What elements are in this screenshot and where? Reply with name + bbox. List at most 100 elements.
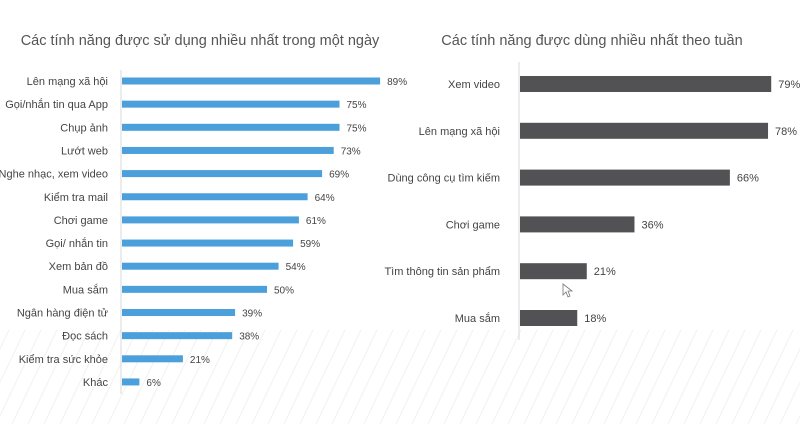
category-label: Nghe nhạc, xem video (0, 169, 108, 181)
background-stripe (43, 329, 90, 424)
value-label: 21% (594, 266, 616, 278)
category-label: Đọc sách (62, 331, 108, 343)
bar (520, 169, 730, 186)
background-stripe (475, 329, 522, 424)
value-label: 59% (300, 239, 320, 250)
background-stripe (667, 329, 714, 424)
background-stripe (651, 329, 698, 424)
bar (122, 77, 381, 85)
bar (122, 123, 340, 131)
background-stripes (0, 329, 800, 424)
category-label: Kiểm tra mail (44, 192, 108, 204)
category-label: Xem video (448, 79, 500, 91)
value-label: 36% (641, 219, 663, 231)
category-label: Lên mạng xã hội (27, 76, 108, 88)
background-stripe (747, 329, 794, 424)
background-stripe (587, 329, 634, 424)
background-stripe (699, 329, 746, 424)
value-label: 78% (775, 126, 797, 138)
background-stripe (0, 329, 42, 417)
category-label: Tìm thông tin sản phẩm (384, 266, 500, 278)
background-stripe (123, 329, 170, 424)
category-label: Chụp ảnh (60, 122, 108, 134)
bar (122, 216, 299, 224)
background-stripe (443, 329, 490, 424)
category-label: Chơi game (446, 219, 500, 231)
value-label: 64% (315, 193, 335, 204)
category-label: Mua sắm (63, 283, 108, 296)
category-label: Lên mạng xã hội (419, 126, 500, 138)
bar (122, 285, 267, 293)
category-label: Ngân hàng điện tử (17, 308, 109, 320)
bar (122, 100, 340, 108)
background-stripe (795, 414, 800, 424)
background-stripe (235, 329, 282, 424)
bar (122, 239, 294, 247)
category-label: Gọi/ nhắn tin (46, 237, 108, 250)
bar (122, 309, 236, 316)
value-label: 73% (341, 146, 361, 157)
value-label: 61% (306, 216, 326, 227)
bar (520, 122, 769, 139)
background-stripe (683, 329, 730, 424)
chart-weekly: Các tính năng được dùng nhiều nhất theo … (384, 33, 800, 340)
bar (520, 310, 578, 326)
category-label: Khác (83, 377, 109, 389)
background-stripe (203, 329, 250, 424)
value-label: 89% (387, 77, 407, 88)
value-label: 38% (239, 332, 259, 343)
chart-title-weekly: Các tính năng được dùng nhiều nhất theo … (441, 33, 742, 49)
background-stripe (603, 329, 650, 424)
background-stripe (91, 329, 138, 424)
background-stripe (731, 329, 778, 424)
bar (122, 355, 183, 363)
value-label: 6% (146, 378, 161, 389)
background-stripe (363, 329, 410, 424)
background-stripe (331, 329, 378, 424)
background-stripe (395, 329, 442, 424)
background-stripe (299, 329, 346, 424)
background-stripe (75, 329, 122, 424)
value-label: 39% (242, 309, 262, 320)
category-label: Chơi game (54, 215, 108, 227)
bar (122, 146, 334, 154)
value-label: 18% (584, 313, 606, 325)
bar (520, 263, 587, 280)
background-stripe (427, 329, 474, 424)
background-stripe (539, 329, 586, 424)
background-stripe (491, 329, 538, 424)
bar (122, 262, 279, 270)
value-label: 54% (286, 262, 306, 273)
background-stripe (267, 329, 314, 424)
background-stripe (507, 329, 554, 424)
background-stripe (779, 381, 800, 424)
background-stripe (107, 329, 154, 424)
background-stripe (379, 329, 426, 424)
value-label: 66% (737, 173, 759, 185)
background-stripe (59, 329, 106, 424)
category-label: Gọi/nhắn tin qua App (5, 98, 108, 111)
background-stripe (155, 329, 202, 424)
value-label: 75% (347, 100, 367, 111)
background-stripe (347, 329, 394, 424)
background-stripe (315, 329, 362, 424)
value-label: 79% (778, 79, 800, 91)
chart-daily: Các tính năng được sử dụng nhiều nhất tr… (0, 33, 407, 394)
category-label: Kiểm tra sức khỏe (19, 354, 108, 366)
bar (520, 76, 772, 92)
background-stripe (283, 329, 330, 424)
chart-title-daily: Các tính năng được sử dụng nhiều nhất tr… (21, 33, 380, 49)
background-stripe (715, 329, 762, 424)
category-label: Mua sắm (455, 312, 500, 325)
value-label: 69% (329, 170, 349, 181)
background-stripe (411, 329, 458, 424)
bar (122, 170, 323, 178)
category-label: Xem bản đồ (49, 261, 108, 273)
background-stripe (763, 347, 800, 424)
background-stripe (139, 329, 186, 424)
value-label: 50% (274, 285, 294, 296)
bar (122, 193, 308, 201)
background-stripe (0, 329, 26, 384)
background-stripe (459, 329, 506, 424)
